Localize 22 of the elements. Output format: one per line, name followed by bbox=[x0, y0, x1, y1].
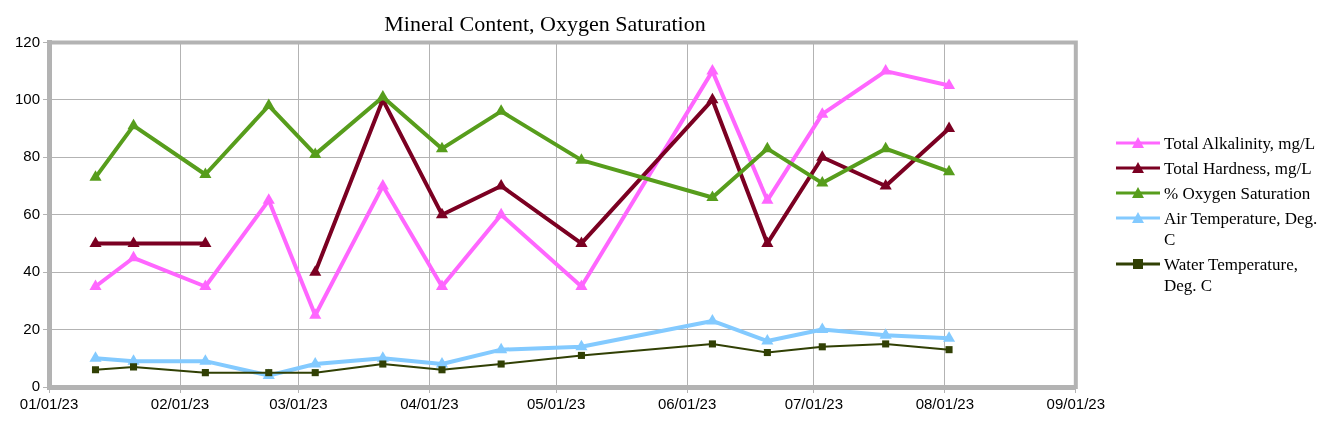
legend-label: % Oxygen Saturation bbox=[1164, 183, 1311, 204]
x-tick-label: 02/01/23 bbox=[150, 395, 210, 413]
legend-label: Total Hardness, mg/L bbox=[1164, 158, 1312, 179]
x-tick-label: 05/01/23 bbox=[526, 395, 586, 413]
x-tick-label: 08/01/23 bbox=[915, 395, 975, 413]
y-tick-label: 0 bbox=[31, 377, 41, 395]
chart-title: Mineral Content, Oxygen Saturation bbox=[384, 10, 706, 36]
legend-label: Total Alkalinity, mg/L bbox=[1164, 133, 1316, 154]
x-tick-label: 06/01/23 bbox=[657, 395, 717, 413]
x-tick-label: 01/01/23 bbox=[19, 395, 79, 413]
y-tick-label: 80 bbox=[23, 147, 41, 165]
legend-label: Air Temperature, Deg. C bbox=[1164, 208, 1319, 250]
x-tick-label: 09/01/23 bbox=[1046, 395, 1105, 413]
y-tick-label: 60 bbox=[23, 204, 41, 222]
x-tick-label: 03/01/23 bbox=[269, 395, 328, 413]
x-tick-label: 04/01/23 bbox=[400, 395, 459, 413]
y-tick-label: 40 bbox=[23, 262, 41, 280]
y-tick-label: 120 bbox=[15, 32, 41, 50]
y-tick-label: 100 bbox=[15, 89, 41, 107]
legend-label: Water Temperature, Deg. C bbox=[1164, 254, 1299, 296]
y-tick-label: 20 bbox=[23, 319, 41, 337]
x-tick-label: 07/01/23 bbox=[784, 395, 844, 413]
